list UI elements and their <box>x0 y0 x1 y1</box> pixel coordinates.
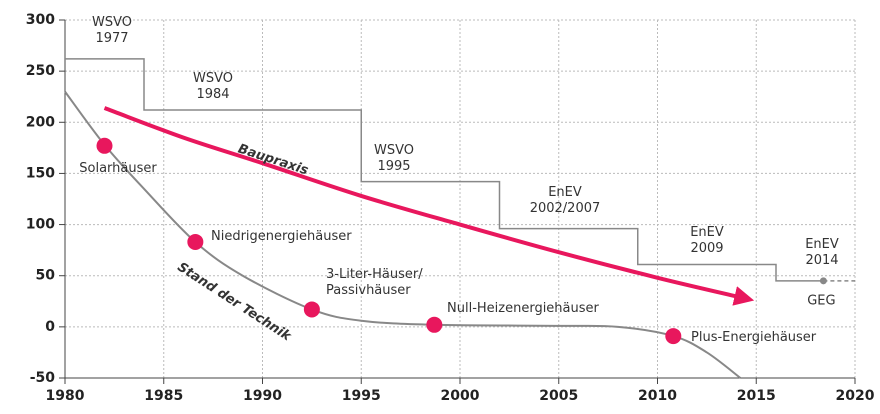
milestone-label-line: 3-Liter-Häuser/ <box>326 267 423 282</box>
x-tick-label: 1995 <box>342 388 381 404</box>
x-tick-label: 2015 <box>737 388 776 404</box>
milestone-label: Null-Heizenergiehäuser <box>447 301 600 316</box>
step-label-line: 1977 <box>95 31 128 46</box>
y-tick-label: 100 <box>26 217 55 233</box>
series-line <box>103 106 755 306</box>
milestone-label-line: Plus-Energiehäuser <box>691 330 817 345</box>
milestone-point <box>303 301 320 318</box>
x-tick-label: 2010 <box>638 388 677 404</box>
y-tick-label: 200 <box>26 114 55 130</box>
step-label-line: WSVO <box>92 15 132 30</box>
y-tick-label: 300 <box>26 12 55 28</box>
step-label: EnEV 2002/2007 <box>530 185 601 216</box>
geg-point <box>819 277 827 285</box>
milestone-label-line: Passivhäuser <box>326 283 411 298</box>
regulation-steps <box>65 58 824 282</box>
series-line <box>64 91 742 379</box>
step-label: WSVO 1984 <box>193 71 233 102</box>
step-label-line: 2002/2007 <box>530 201 601 216</box>
step-label-line: EnEV <box>805 237 839 252</box>
step-label-line: 2014 <box>805 253 838 268</box>
step-label-line: EnEV <box>548 185 582 200</box>
x-tick-label: 1990 <box>243 388 282 404</box>
x-tick-label: 2000 <box>441 388 480 404</box>
series-label: Stand der Technik <box>175 260 295 345</box>
step-label-line: 2009 <box>690 241 723 256</box>
step-label: WSVO 1995 <box>374 143 414 174</box>
milestone-label: 3-Liter-Häuser/Passivhäuser <box>326 267 423 298</box>
milestone-label-line: Niedrigenergiehäuser <box>211 229 352 244</box>
geg-label: GEG <box>807 293 835 308</box>
step-label-line: WSVO <box>374 143 414 158</box>
x-tick-label: 2020 <box>836 388 875 404</box>
milestone-label: Niedrigenergiehäuser <box>211 229 352 244</box>
step-label-line: WSVO <box>193 71 233 86</box>
milestone-label: Solarhäuser <box>79 161 157 176</box>
milestone-point <box>426 316 443 333</box>
y-tick-label: 0 <box>45 319 55 335</box>
step-label-line: 1995 <box>377 159 410 174</box>
y-tick-label: 50 <box>36 268 56 284</box>
y-tick-label: 250 <box>26 63 55 79</box>
step-label: WSVO 1977 <box>92 15 132 46</box>
y-tick-label: -50 <box>30 370 56 386</box>
milestone-label-line: Null-Heizenergiehäuser <box>447 301 600 316</box>
milestone-label: Plus-Energiehäuser <box>691 330 817 345</box>
step-label: EnEV 2014 <box>805 237 839 268</box>
y-tick-label: 150 <box>26 165 55 181</box>
milestone-point <box>187 233 204 250</box>
milestone-point <box>665 328 682 345</box>
x-tick-label: 2005 <box>539 388 578 404</box>
milestone-point <box>96 137 113 154</box>
x-tick-label: 1985 <box>144 388 183 404</box>
step-label: EnEV 2009 <box>690 225 724 256</box>
step-label-line: 1984 <box>196 87 229 102</box>
milestone-label-line: Solarhäuser <box>79 161 157 176</box>
step-label-line: EnEV <box>690 225 724 240</box>
x-tick-label: 1980 <box>46 388 85 404</box>
